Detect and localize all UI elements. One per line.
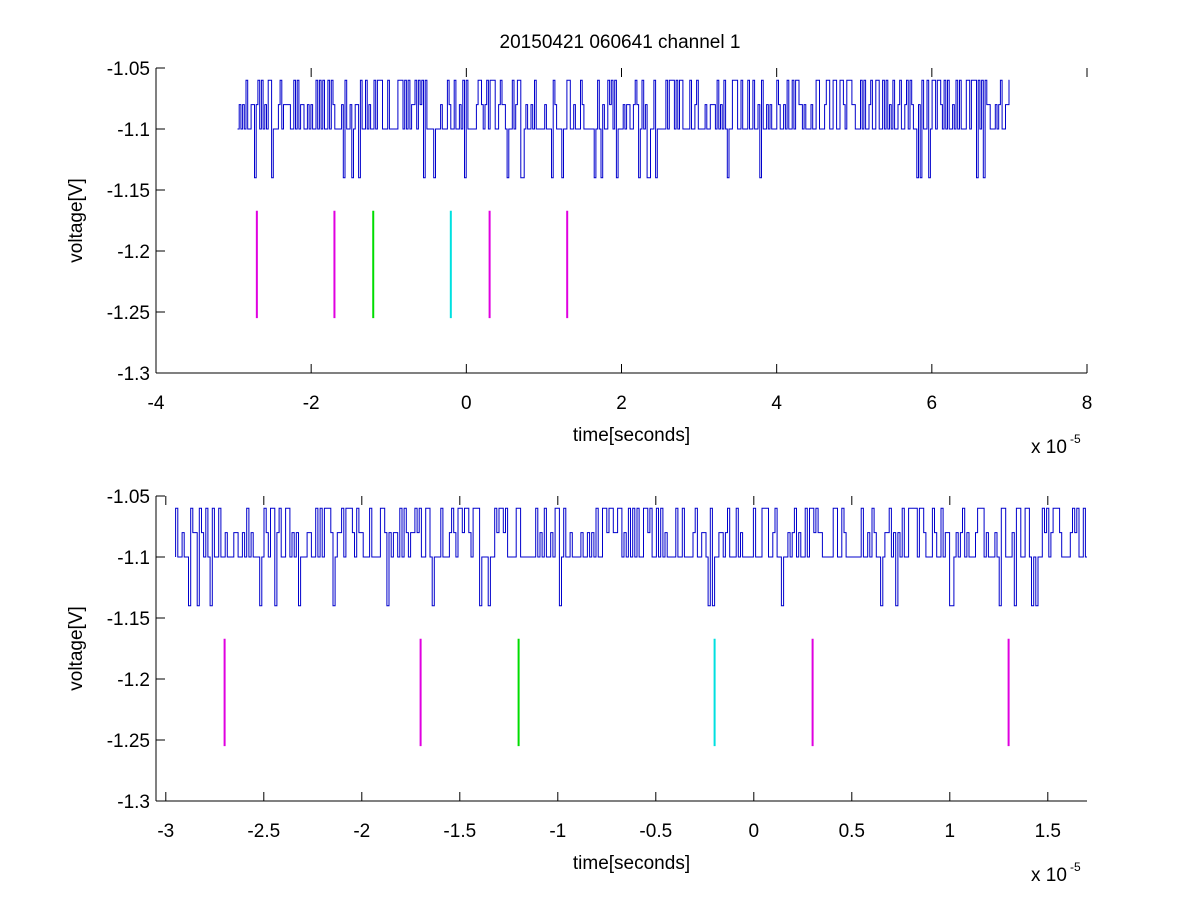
x-multiplier: x 10: [1031, 437, 1067, 458]
x-tick-label: 2: [616, 393, 627, 414]
signal-trace: [237, 79, 1010, 179]
y-tick-label: -1.05: [107, 59, 150, 80]
x-multiplier-exponent: -5: [1070, 860, 1081, 874]
y-tick-label: -1.2: [117, 670, 150, 691]
x-tick-label: 1: [945, 821, 956, 842]
x-tick-label: -1: [549, 821, 566, 842]
y-tick-label: -1.15: [107, 181, 150, 202]
y-tick-label: -1.3: [117, 364, 150, 385]
y-axis-label: voltage[V]: [66, 178, 87, 263]
y-tick-label: -1.25: [107, 303, 150, 324]
x-tick-label: 0: [461, 393, 472, 414]
x-tick-label: -4: [148, 393, 165, 414]
x-tick-label: -2: [303, 393, 320, 414]
x-tick-label: 0.5: [839, 821, 865, 842]
x-axis-label: time[seconds]: [573, 853, 690, 874]
x-tick-label: -2.5: [247, 821, 280, 842]
x-tick-label: 1.5: [1035, 821, 1061, 842]
x-tick-label: 0: [749, 821, 760, 842]
y-tick-label: -1.2: [117, 242, 150, 263]
y-tick-label: -1.1: [117, 120, 150, 141]
y-tick-label: -1.25: [107, 731, 150, 752]
y-axis-label: voltage[V]: [66, 606, 87, 691]
x-tick-label: 8: [1082, 393, 1093, 414]
y-tick-label: -1.15: [107, 609, 150, 630]
x-multiplier: x 10: [1031, 865, 1067, 886]
axes-bottom: -3 -2.5 -2 -1.5 -1 -0.5 0 0.5 1 1.5 -1.3 -1.25 -1.2 -…: [66, 487, 1087, 886]
x-tick-label: -1.5: [443, 821, 476, 842]
x-tick-label: -3: [157, 821, 174, 842]
y-tick-label: -1.1: [117, 548, 150, 569]
x-axis-label: time[seconds]: [573, 425, 690, 446]
x-tick-label: -2: [353, 821, 370, 842]
x-tick-label: 4: [771, 393, 782, 414]
signal-trace: [175, 507, 1087, 607]
x-tick-label: 6: [927, 393, 938, 414]
axes-top: -4 -2 0 2 4 6 8 -1.3 -1.25 -1.2 -1.15 -1.1 -1.05 time…: [66, 59, 1092, 458]
y-tick-label: -1.3: [117, 792, 150, 813]
x-multiplier-exponent: -5: [1070, 432, 1081, 446]
figure-title: 20150421 060641 channel 1: [500, 32, 741, 53]
x-tick-label: -0.5: [639, 821, 672, 842]
y-tick-label: -1.05: [107, 487, 150, 508]
